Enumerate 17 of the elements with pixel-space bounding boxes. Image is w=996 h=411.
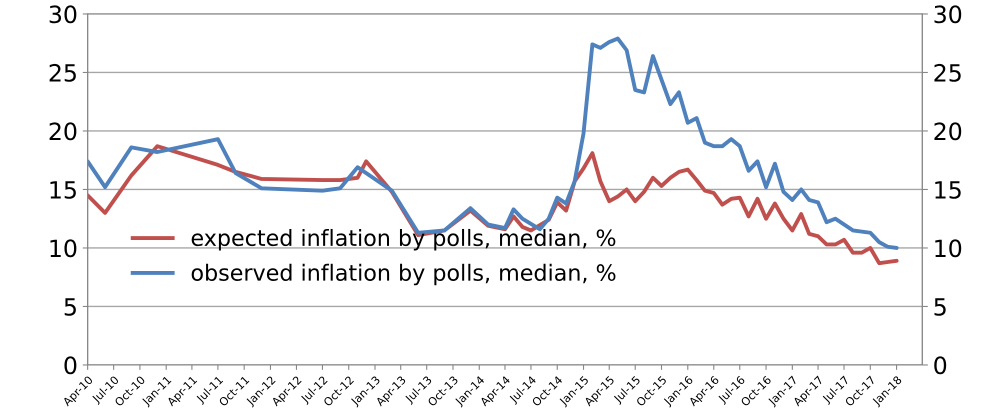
- y2-tick-label: 25: [934, 64, 961, 82]
- y-tick-label: 5: [64, 298, 76, 316]
- y2-tick-label: 5: [934, 298, 946, 316]
- y2-tick-label: 30: [934, 5, 962, 24]
- y-tick-label: 30: [50, 5, 76, 24]
- y-tick-label: 25: [50, 64, 76, 82]
- line-series: [88, 36, 899, 250]
- y2-tick-label: 10: [935, 239, 962, 258]
- y2-tick-label: 20: [934, 122, 962, 140]
- y2-tick-label: 0: [934, 356, 946, 374]
- y-tick-label: 20: [50, 122, 76, 140]
- legend-label: expected inflation by polls, median, %: [192, 228, 616, 250]
- y-tick-label: 0: [64, 356, 76, 374]
- y2-tick-label: 15: [935, 181, 961, 199]
- legend-label: observed inflation by polls, median, %: [192, 264, 616, 286]
- y-tick-label: 15: [50, 181, 76, 199]
- y-tick-label: 10: [50, 239, 76, 258]
